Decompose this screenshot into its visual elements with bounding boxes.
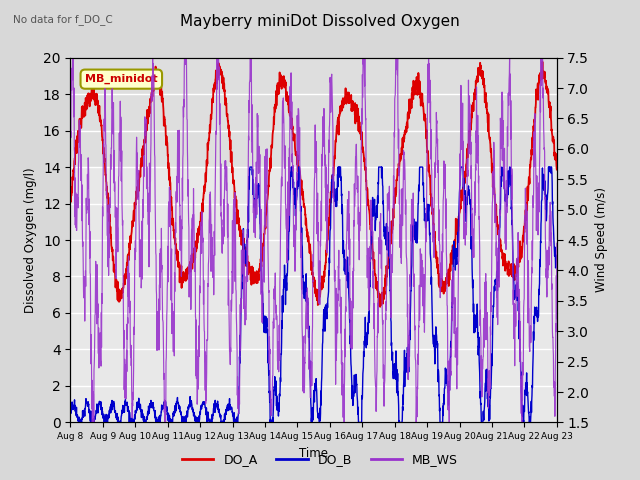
Text: MB_minidot: MB_minidot	[85, 74, 157, 84]
Text: Mayberry miniDot Dissolved Oxygen: Mayberry miniDot Dissolved Oxygen	[180, 14, 460, 29]
Legend: DO_A, DO_B, MB_WS: DO_A, DO_B, MB_WS	[177, 448, 463, 471]
X-axis label: Time: Time	[299, 447, 328, 460]
Y-axis label: Wind Speed (m/s): Wind Speed (m/s)	[595, 188, 608, 292]
Bar	[70, 58, 557, 167]
Y-axis label: Dissolved Oxygen (mg/l): Dissolved Oxygen (mg/l)	[24, 167, 37, 313]
Text: No data for f_DO_C: No data for f_DO_C	[13, 14, 113, 25]
